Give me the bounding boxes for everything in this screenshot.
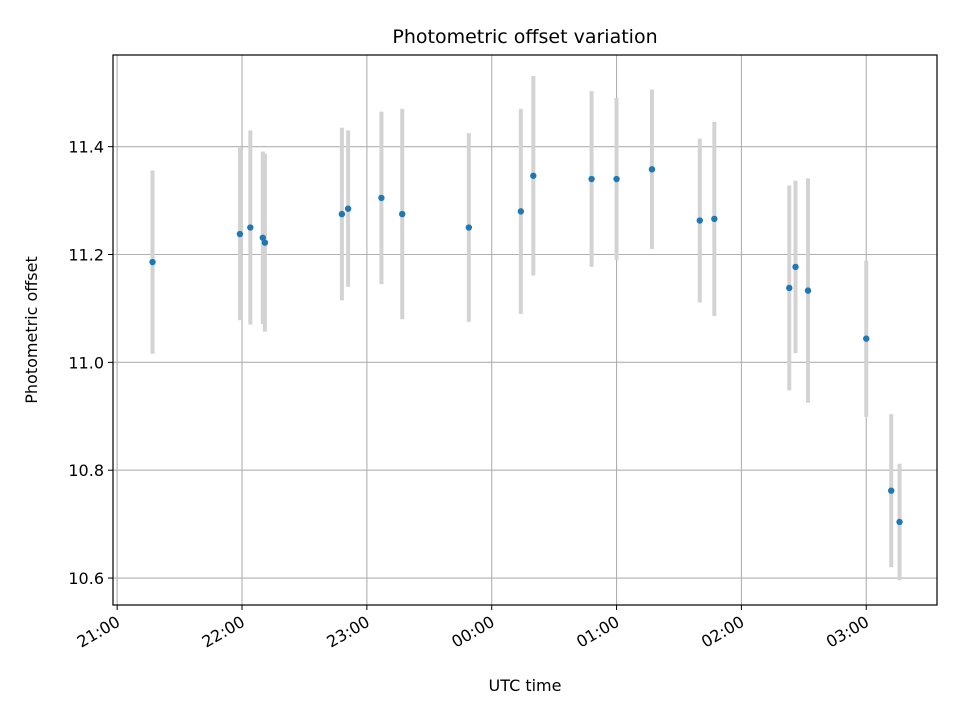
data-point: [344, 205, 352, 212]
data-point: [378, 194, 385, 202]
data-points: [149, 166, 903, 526]
data-point: [259, 234, 267, 241]
y-axis-label: Photometric offset: [22, 256, 41, 404]
plot-frame: [112, 54, 938, 606]
data-point: [711, 215, 718, 223]
data-point: [792, 263, 799, 271]
data-point: [530, 172, 537, 179]
data-point: [399, 210, 406, 218]
y-tick-label: 11.0: [68, 353, 104, 372]
data-point: [696, 217, 703, 224]
data-point: [888, 487, 895, 494]
y-tick-label: 11.2: [68, 246, 104, 265]
chart-title: Photometric offset variation: [392, 26, 657, 48]
y-tick-label: 11.4: [68, 138, 104, 157]
data-point: [261, 239, 269, 246]
data-point: [648, 166, 656, 173]
y-tick-label: 10.8: [68, 461, 104, 480]
x-axis-label: UTC time: [489, 676, 562, 695]
data-point: [804, 287, 812, 294]
data-point: [896, 518, 903, 526]
data-point: [247, 224, 254, 231]
data-point: [786, 284, 793, 292]
data-point: [465, 224, 473, 231]
data-point: [517, 208, 525, 215]
data-point: [863, 335, 870, 342]
data-point: [149, 258, 156, 266]
data-point: [613, 175, 620, 183]
y-axis-ticks: 10.6 10.8 11.0 11.2 11.4: [68, 138, 113, 588]
y-tick-label: 10.6: [68, 569, 104, 588]
data-point: [236, 230, 244, 238]
data-point: [588, 175, 595, 183]
data-point: [338, 210, 346, 218]
